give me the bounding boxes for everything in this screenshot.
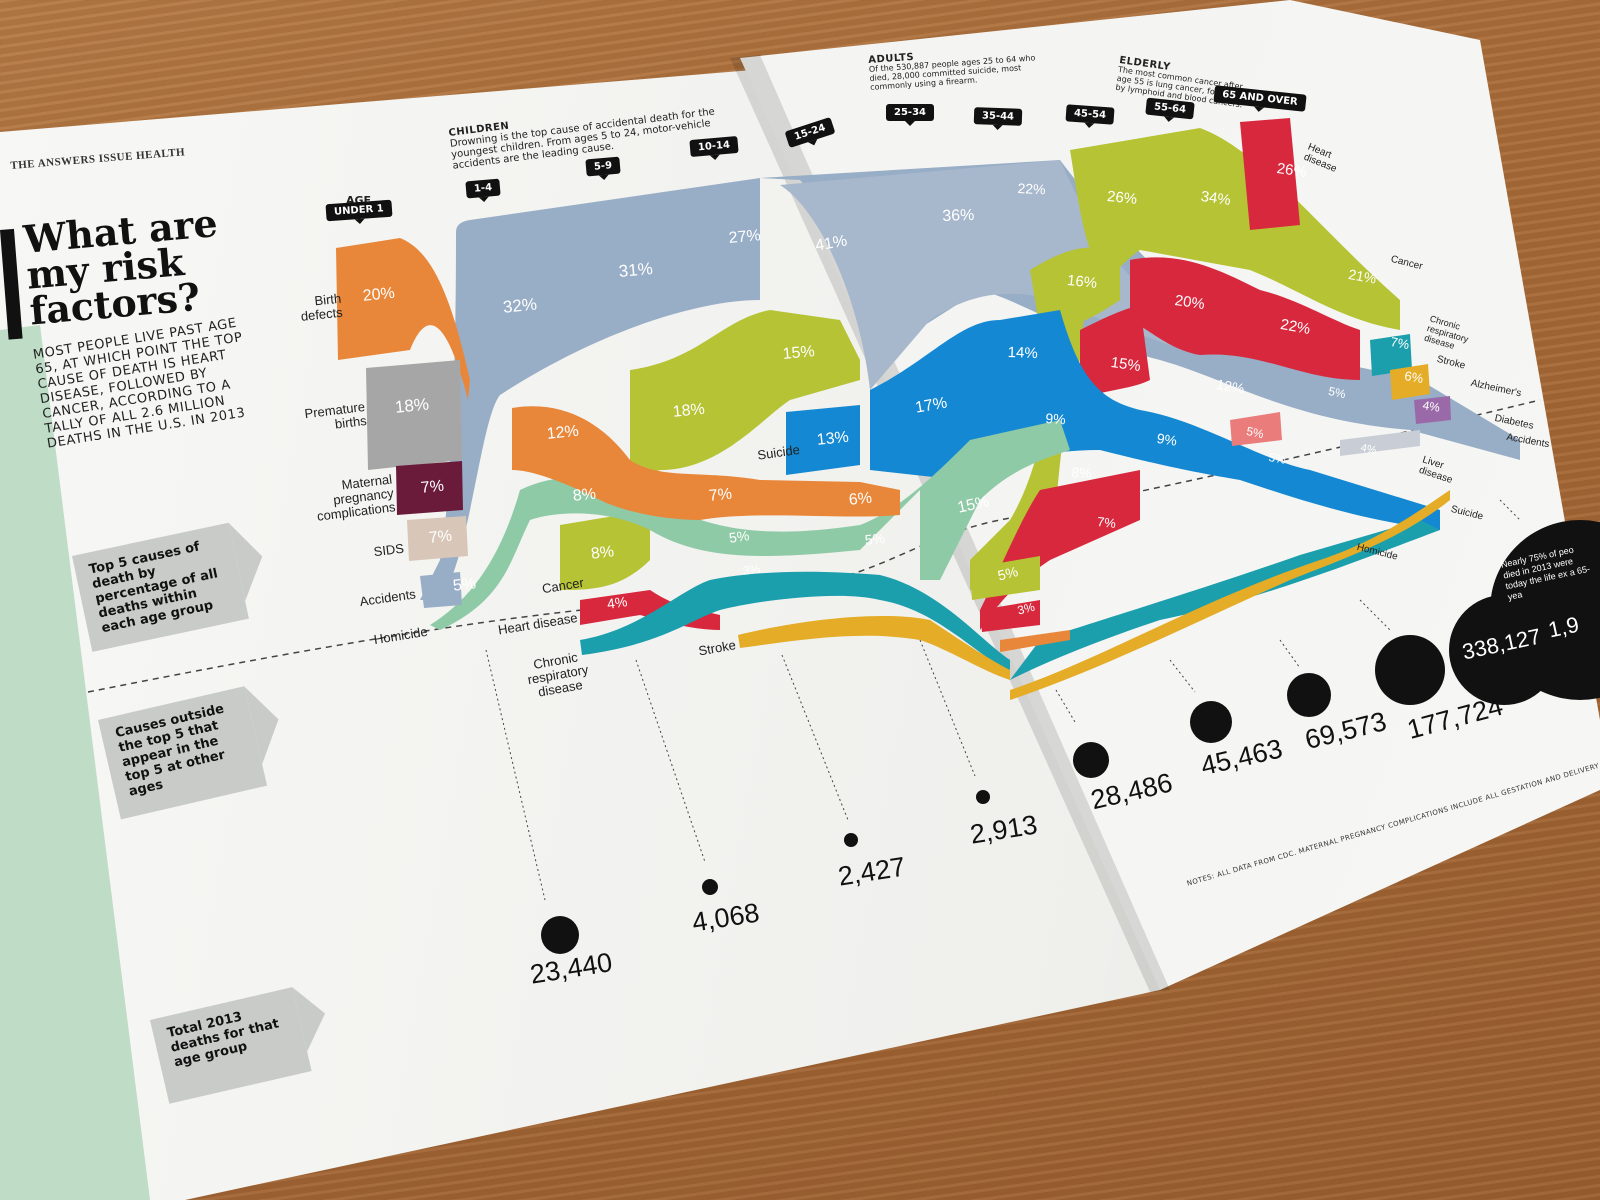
total-circle-1to4 <box>702 879 718 895</box>
pct-label: 9% <box>1155 430 1179 449</box>
pct-label: 6% <box>1403 368 1425 387</box>
pct-label: 5% <box>452 575 478 595</box>
total-circle-65plus <box>1490 520 1600 700</box>
pct-label: 9% <box>1044 410 1067 428</box>
pct-label: 20% <box>362 284 396 305</box>
band-small-orange <box>1000 630 1070 652</box>
leader-1to4 <box>635 659 706 863</box>
bar-accidents-under1 <box>420 572 462 608</box>
age-tab-25to34: 25-34 <box>886 104 934 126</box>
bar-premature-births <box>366 360 462 470</box>
pct-label: 7% <box>1096 514 1117 531</box>
leader-5to9 <box>781 654 849 821</box>
band-small-red <box>980 600 1040 632</box>
pct-label: 6% <box>848 489 873 509</box>
pct-label: 7% <box>1389 334 1411 353</box>
band-small-green <box>970 556 1040 600</box>
pct-label: 22% <box>1017 180 1046 198</box>
pct-label: 27% <box>728 227 762 247</box>
total-circle-35to44 <box>1287 673 1331 717</box>
pct-label: 8% <box>572 485 597 505</box>
pct-label: 7% <box>708 485 733 505</box>
band-chronic-resp <box>580 571 1010 670</box>
leader-25to34 <box>1169 659 1196 693</box>
band-accidents <box>420 160 1520 600</box>
pct-label: 32% <box>502 294 538 317</box>
band-cancer-adult <box>970 128 1400 590</box>
top5-divider-line <box>87 399 1541 693</box>
total-circle-under1 <box>541 916 579 954</box>
leader-35to44 <box>1279 639 1301 669</box>
pct-label: 15% <box>782 343 816 363</box>
pct-label: 7% <box>420 477 445 497</box>
bar-stroke-elderly <box>1390 364 1430 400</box>
bar-chronic-resp-elderly <box>1370 334 1412 376</box>
total-circle-5to9 <box>844 833 858 847</box>
band-accidents-adult <box>780 160 1200 390</box>
band-heart-45to54 <box>1080 305 1150 400</box>
total-circle-25to34 <box>1190 701 1232 743</box>
leader-15to24 <box>1055 689 1076 723</box>
pct-label: 3% <box>742 561 762 578</box>
band-cancer-35to44 <box>1030 247 1120 330</box>
pct-label: 36% <box>942 206 975 225</box>
total-circle-15to24 <box>1073 742 1109 778</box>
pct-label: 14% <box>1007 344 1039 363</box>
age-tab-35to44: 35-44 <box>973 107 1023 126</box>
band-heart-elderly <box>1240 118 1300 230</box>
age-tab-45to54: 45-54 <box>1065 104 1115 125</box>
leader-45to54 <box>1359 599 1391 631</box>
pct-label: 16% <box>1066 272 1098 293</box>
bar-maternal <box>396 461 463 515</box>
band-homicide <box>430 420 1070 630</box>
pct-label: 12% <box>546 422 580 443</box>
pct-label: 26% <box>1106 188 1138 209</box>
band-cancer-child <box>630 310 860 480</box>
pct-label: 4% <box>606 593 629 612</box>
label-birth-defects: Birth defects <box>300 290 344 324</box>
pct-label: 13% <box>816 428 850 449</box>
pct-label: 18% <box>394 394 430 417</box>
age-tab-5to9: 5-9 <box>585 156 621 177</box>
band-stroke-adult <box>1010 490 1450 700</box>
pct-label: 18% <box>672 400 706 421</box>
pct-label: 5% <box>728 527 751 546</box>
bar-sids <box>407 516 468 561</box>
band-diabetes <box>1340 430 1420 456</box>
pct-label: 4% <box>1421 398 1442 415</box>
pct-label: 5% <box>1267 450 1288 467</box>
total-circle-10to14 <box>976 790 990 804</box>
band-heart-adult <box>980 470 1140 630</box>
band-cancer-5to9 <box>560 510 650 590</box>
band-birth-defects-flow <box>512 406 900 520</box>
bar-alzheimers <box>1414 396 1451 424</box>
pct-label: 31% <box>618 259 654 281</box>
band-liver-disease <box>1230 412 1282 446</box>
band-heart-55to64 <box>1130 257 1360 380</box>
band-stroke <box>738 615 1010 680</box>
pct-label: 8% <box>590 543 616 563</box>
pct-label: 8% <box>1070 464 1093 482</box>
band-suicide-10to14 <box>786 405 860 475</box>
band-suicide <box>870 310 1440 530</box>
bar-birth-defects <box>336 238 470 400</box>
pct-label: 5% <box>864 529 886 548</box>
pct-label: 7% <box>428 527 453 547</box>
age-tab-1to4: 1-4 <box>465 178 501 199</box>
total-circle-45to54 <box>1375 635 1445 705</box>
